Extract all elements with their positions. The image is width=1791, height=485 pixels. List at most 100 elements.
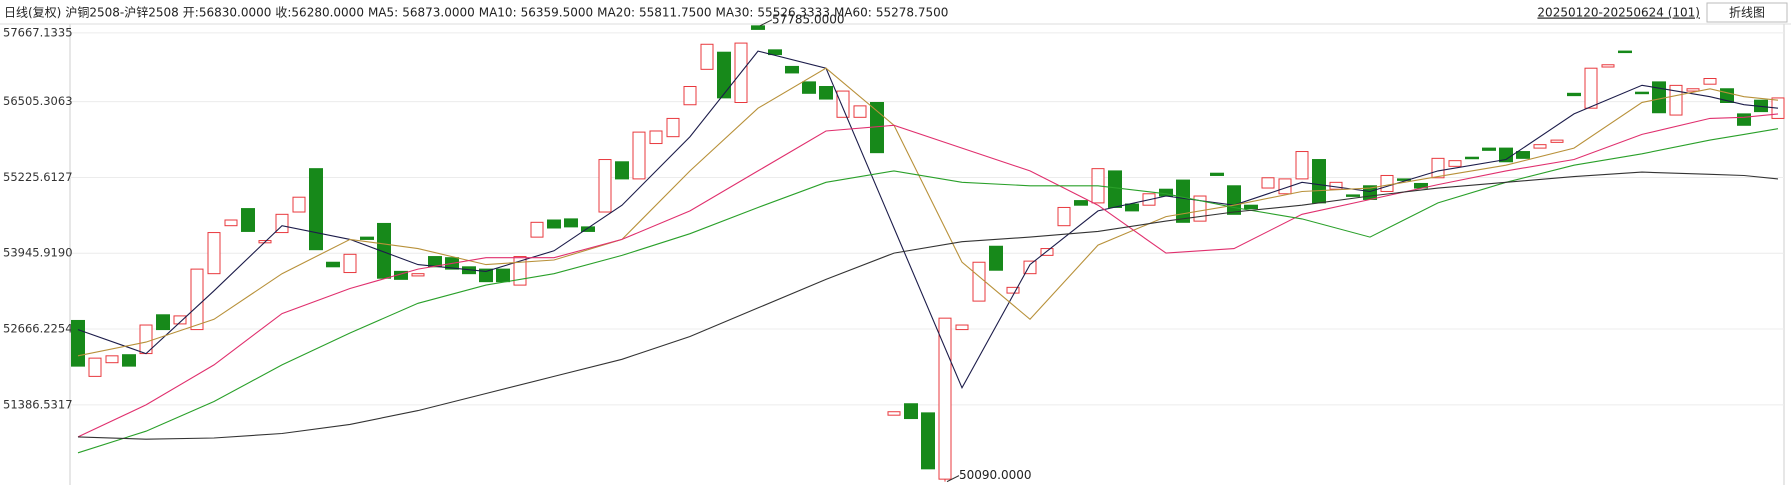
down-candle <box>1312 159 1326 204</box>
up-candle <box>1261 177 1275 189</box>
up-candle <box>972 261 986 302</box>
legend-value: 55526.3333 <box>757 6 830 20</box>
ma-line <box>77 67 1779 357</box>
down-candle <box>1465 156 1479 160</box>
up-candle <box>1448 160 1462 167</box>
up-candle <box>173 315 187 325</box>
down-candle <box>1737 113 1751 126</box>
up-candle <box>105 355 119 364</box>
up-candle <box>853 105 867 118</box>
down-candle <box>71 319 85 367</box>
up-candle <box>1431 157 1445 179</box>
down-candle <box>1346 194 1360 197</box>
line-chart-button[interactable] <box>1706 2 1788 23</box>
up-candle <box>190 268 204 331</box>
up-candle <box>666 117 680 138</box>
down-candle <box>241 208 255 232</box>
down-candle <box>496 268 510 283</box>
down-candle <box>1652 81 1666 114</box>
annotation-arrow <box>759 19 773 27</box>
up-candle <box>292 196 306 213</box>
y-tick-label: 52666.2254 <box>3 322 73 336</box>
y-tick-label: 57667.1335 <box>3 25 73 39</box>
down-candle <box>564 218 578 228</box>
legend-name: MA30: <box>716 6 754 20</box>
up-candle <box>343 253 357 274</box>
legend-value: 56359.5000 <box>521 6 594 20</box>
up-candle <box>1533 144 1547 149</box>
down-candle <box>904 403 918 420</box>
legend-name: MA20: <box>597 6 635 20</box>
down-candle <box>1125 203 1139 212</box>
legend-value: 55811.7500 <box>639 6 712 20</box>
legend-value: 55278.7500 <box>876 6 949 20</box>
up-candle <box>530 221 544 238</box>
up-candle <box>683 86 697 106</box>
up-candle <box>938 317 952 480</box>
down-candle <box>819 86 833 100</box>
date-range[interactable]: 20250120-20250624 (101) <box>1537 6 1700 20</box>
annotation-label: 50090.0000 <box>959 468 1032 482</box>
ma-line <box>77 171 1779 440</box>
up-candle <box>1584 67 1598 109</box>
header-label: 开: <box>183 6 199 20</box>
down-candle <box>717 51 731 99</box>
down-candle <box>1108 170 1122 208</box>
down-candle <box>768 49 782 56</box>
up-candle <box>1550 139 1564 143</box>
annotation-label: 57785.0000 <box>772 12 845 26</box>
down-candle <box>1074 200 1088 206</box>
up-candle <box>887 411 901 416</box>
legend-value: 56873.0000 <box>402 6 475 20</box>
up-candle <box>513 256 527 286</box>
legend-name: MA60: <box>834 6 872 20</box>
down-candle <box>326 261 340 268</box>
up-candle <box>1006 286 1020 294</box>
up-candle <box>1295 151 1309 180</box>
up-candle <box>955 324 969 331</box>
up-candle <box>598 159 612 213</box>
down-candle <box>1244 204 1258 210</box>
up-candle <box>1703 78 1717 85</box>
up-candle <box>1669 84 1683 116</box>
chart-title: 日线(复权) <box>4 6 61 20</box>
up-candle <box>632 131 646 180</box>
legend-name: MA10: <box>479 6 517 20</box>
down-candle <box>921 412 935 470</box>
ma-line <box>77 113 1779 438</box>
up-candle <box>88 357 102 377</box>
down-candle <box>1482 147 1496 151</box>
up-candle <box>411 273 425 277</box>
down-candle <box>1567 92 1581 97</box>
up-candle <box>649 130 663 145</box>
legend-name: MA5: <box>368 6 398 20</box>
up-candle <box>1057 206 1071 227</box>
y-tick-label: 56505.3063 <box>3 94 73 108</box>
down-candle <box>1618 50 1632 54</box>
up-candle <box>700 43 714 70</box>
down-candle <box>1635 91 1649 95</box>
down-candle <box>156 314 170 331</box>
header-label: 收: <box>275 6 291 20</box>
annotation-arrow <box>946 475 960 483</box>
ma-line <box>77 128 1779 454</box>
down-candle <box>615 161 629 180</box>
down-candle <box>309 168 323 251</box>
down-candle <box>122 354 136 367</box>
down-candle <box>1516 151 1530 159</box>
y-tick-label: 55225.6127 <box>3 170 73 184</box>
symbol: 沪铜2508-沪锌2508 <box>65 5 178 20</box>
header-value: 56280.0000 <box>291 6 364 20</box>
button-label[interactable]: 折线图 <box>1729 5 1765 20</box>
y-tick-label: 51386.5317 <box>3 397 73 411</box>
up-candle <box>1380 174 1394 192</box>
up-candle <box>1040 248 1054 256</box>
down-candle <box>1227 185 1241 215</box>
up-candle <box>1193 195 1207 222</box>
down-candle <box>989 245 1003 271</box>
up-candle <box>1686 88 1700 92</box>
up-candle <box>1329 181 1343 190</box>
header-value: 56830.0000 <box>199 6 272 20</box>
